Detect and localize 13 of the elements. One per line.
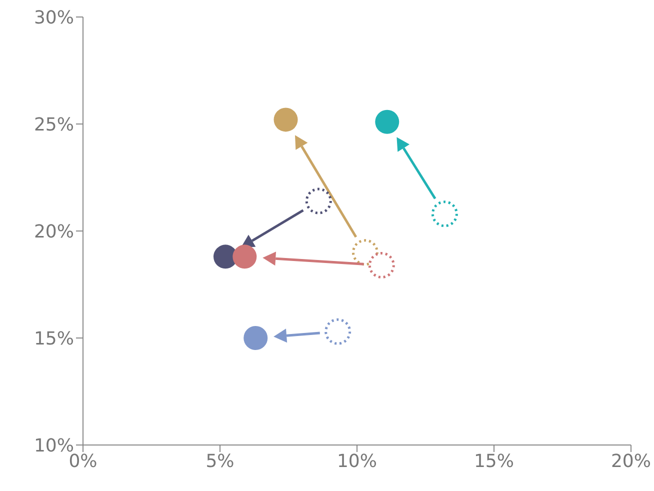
point — [244, 326, 268, 350]
x-tick-label: 10% — [336, 450, 378, 472]
y-tick-label: 15% — [34, 328, 74, 350]
x-tick-label: 15% — [474, 450, 514, 472]
y-tick-label: 20% — [34, 221, 74, 242]
point — [232, 244, 257, 269]
x-tick-label: 0% — [68, 450, 98, 472]
x-tick-label: 20% — [610, 450, 652, 472]
x-tick-label: 5% — [206, 450, 234, 472]
y-tick-label: 25% — [34, 114, 74, 136]
point — [375, 110, 400, 134]
point — [274, 108, 298, 132]
y-tick-label: 30% — [34, 7, 74, 28]
